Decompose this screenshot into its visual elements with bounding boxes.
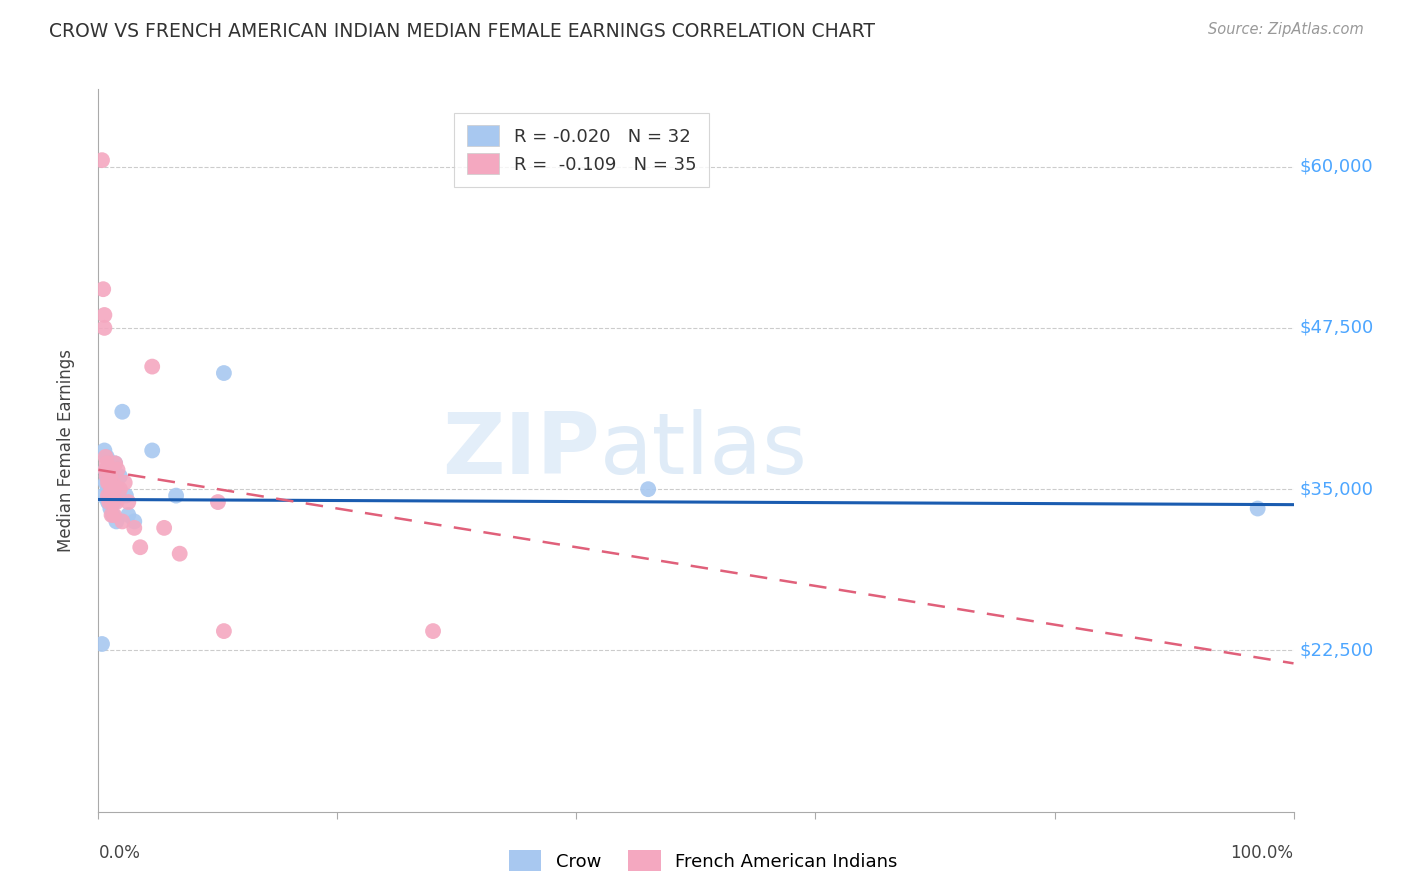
Point <box>100 508 122 522</box>
Point <box>97 475 120 490</box>
Point <box>104 456 127 470</box>
Point <box>98 469 122 483</box>
Point <box>97 489 120 503</box>
Point <box>94 475 117 490</box>
Point <box>103 495 125 509</box>
Point <box>153 521 176 535</box>
Text: $60,000: $60,000 <box>1299 158 1374 176</box>
Point <box>141 443 163 458</box>
Point <box>212 366 235 380</box>
Point <box>422 624 444 639</box>
Point <box>93 321 115 335</box>
Point <box>100 495 122 509</box>
Point <box>98 475 122 490</box>
Point <box>101 482 124 496</box>
Point <box>100 469 122 483</box>
Point <box>97 482 120 496</box>
Point <box>98 495 121 509</box>
Point <box>91 153 114 168</box>
Point <box>98 463 121 477</box>
Point <box>104 456 127 470</box>
Point <box>94 450 117 464</box>
Point <box>101 508 124 522</box>
Point <box>114 475 136 490</box>
Point <box>105 515 128 529</box>
Text: $22,500: $22,500 <box>1299 641 1374 659</box>
Point <box>103 482 125 496</box>
Text: 0.0%: 0.0% <box>98 844 141 863</box>
Text: Source: ZipAtlas.com: Source: ZipAtlas.com <box>1208 22 1364 37</box>
Point <box>91 637 114 651</box>
Point <box>96 450 118 464</box>
Point <box>108 469 131 483</box>
Point <box>98 475 121 490</box>
Point <box>101 495 124 509</box>
Point <box>141 359 163 374</box>
Point <box>107 482 129 496</box>
Point <box>124 521 146 535</box>
Point <box>165 489 187 503</box>
Point <box>637 482 659 496</box>
Text: 100.0%: 100.0% <box>1230 844 1294 863</box>
Point <box>97 495 120 509</box>
Point <box>111 515 134 529</box>
Point <box>105 495 128 509</box>
Legend: R = -0.020   N = 32, R =  -0.109   N = 35: R = -0.020 N = 32, R = -0.109 N = 35 <box>454 112 709 187</box>
Text: ZIP: ZIP <box>443 409 600 492</box>
Point <box>94 463 117 477</box>
Point <box>101 475 124 490</box>
Point <box>96 469 118 483</box>
Point <box>212 624 235 639</box>
Point <box>94 463 117 477</box>
Point <box>117 508 139 522</box>
Point <box>91 282 114 296</box>
Point <box>1247 501 1270 516</box>
Point <box>93 308 115 322</box>
Point <box>129 540 152 554</box>
Point <box>124 515 146 529</box>
Point <box>98 501 122 516</box>
Point <box>108 482 131 496</box>
Point <box>169 547 191 561</box>
Point <box>117 495 139 509</box>
Point <box>115 489 138 503</box>
Point <box>111 405 134 419</box>
Text: $47,500: $47,500 <box>1299 318 1374 337</box>
Point <box>98 489 121 503</box>
Point <box>103 508 125 522</box>
Point <box>96 469 118 483</box>
Point <box>107 489 129 503</box>
Text: CROW VS FRENCH AMERICAN INDIAN MEDIAN FEMALE EARNINGS CORRELATION CHART: CROW VS FRENCH AMERICAN INDIAN MEDIAN FE… <box>49 22 875 41</box>
Text: $35,000: $35,000 <box>1299 480 1374 498</box>
Point <box>91 489 114 503</box>
Point <box>93 443 115 458</box>
Point <box>98 489 122 503</box>
Point <box>100 482 122 496</box>
Point <box>207 495 229 509</box>
Y-axis label: Median Female Earnings: Median Female Earnings <box>56 349 75 552</box>
Point <box>96 456 118 470</box>
Point <box>107 463 129 477</box>
Legend: Crow, French American Indians: Crow, French American Indians <box>502 843 904 879</box>
Text: atlas: atlas <box>600 409 808 492</box>
